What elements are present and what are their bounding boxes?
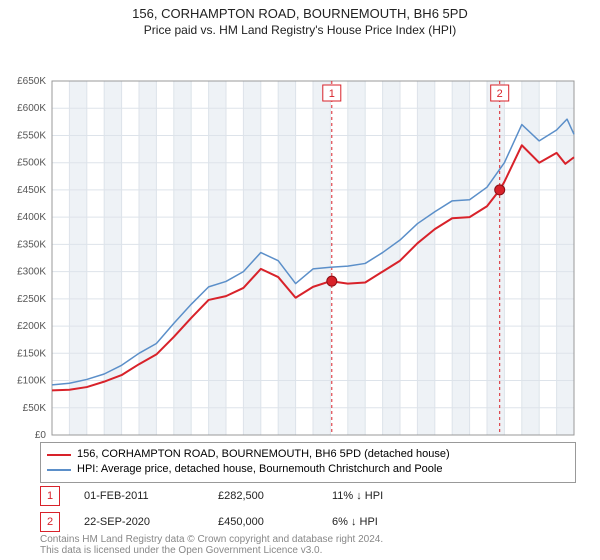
legend-swatch [47, 454, 71, 456]
legend-item: 156, CORHAMPTON ROAD, BOURNEMOUTH, BH6 5… [47, 447, 569, 462]
sale-price: £282,500 [218, 490, 308, 502]
svg-text:£400K: £400K [17, 212, 46, 223]
sale-marker: 2 [40, 512, 60, 532]
svg-text:£200K: £200K [17, 321, 46, 332]
chart-title: 156, CORHAMPTON ROAD, BOURNEMOUTH, BH6 5… [0, 0, 600, 37]
sale-date: 01-FEB-2011 [84, 490, 194, 502]
svg-text:£100K: £100K [17, 376, 46, 387]
svg-text:£650K: £650K [17, 76, 46, 87]
title-line1: 156, CORHAMPTON ROAD, BOURNEMOUTH, BH6 5… [0, 6, 600, 21]
legend-label: 156, CORHAMPTON ROAD, BOURNEMOUTH, BH6 5… [77, 447, 450, 462]
svg-text:£600K: £600K [17, 103, 46, 114]
chart-container: 156, CORHAMPTON ROAD, BOURNEMOUTH, BH6 5… [0, 0, 600, 560]
svg-text:£500K: £500K [17, 158, 46, 169]
svg-text:£0: £0 [35, 430, 47, 441]
price-chart: £0 £50K £100K £150K £200K £250K £300K £350K £400… [0, 37, 600, 479]
sale-vs-hpi: 6% ↓ HPI [332, 516, 378, 528]
legend-item: HPI: Average price, detached house, Bour… [47, 462, 569, 477]
footer-line2: This data is licensed under the Open Gov… [40, 545, 576, 556]
attribution-footer: Contains HM Land Registry data © Crown c… [40, 534, 576, 556]
sale-price: £450,000 [218, 516, 308, 528]
sale-marker: 1 [40, 486, 60, 506]
svg-text:£550K: £550K [17, 130, 46, 141]
sale-vs-hpi: 11% ↓ HPI [332, 490, 383, 502]
sale-row: 2 22-SEP-2020 £450,000 6% ↓ HPI [40, 512, 576, 532]
sales-table: 1 01-FEB-2011 £282,500 11% ↓ HPI 2 22-SEP-202… [40, 486, 576, 538]
svg-text:2: 2 [497, 88, 503, 100]
footer-line1: Contains HM Land Registry data © Crown c… [40, 534, 576, 545]
svg-text:£250K: £250K [17, 294, 46, 305]
svg-text:£300K: £300K [17, 267, 46, 278]
sale-date: 22-SEP-2020 [84, 516, 194, 528]
chart-legend: 156, CORHAMPTON ROAD, BOURNEMOUTH, BH6 5… [40, 442, 576, 483]
svg-text:£450K: £450K [17, 185, 46, 196]
legend-swatch [47, 469, 71, 471]
svg-text:£50K: £50K [23, 403, 47, 414]
svg-text:£350K: £350K [17, 239, 46, 250]
sale-row: 1 01-FEB-2011 £282,500 11% ↓ HPI [40, 486, 576, 506]
legend-label: HPI: Average price, detached house, Bour… [77, 462, 442, 477]
title-line2: Price paid vs. HM Land Registry's House … [0, 23, 600, 37]
svg-text:£150K: £150K [17, 348, 46, 359]
svg-text:1: 1 [329, 88, 335, 100]
